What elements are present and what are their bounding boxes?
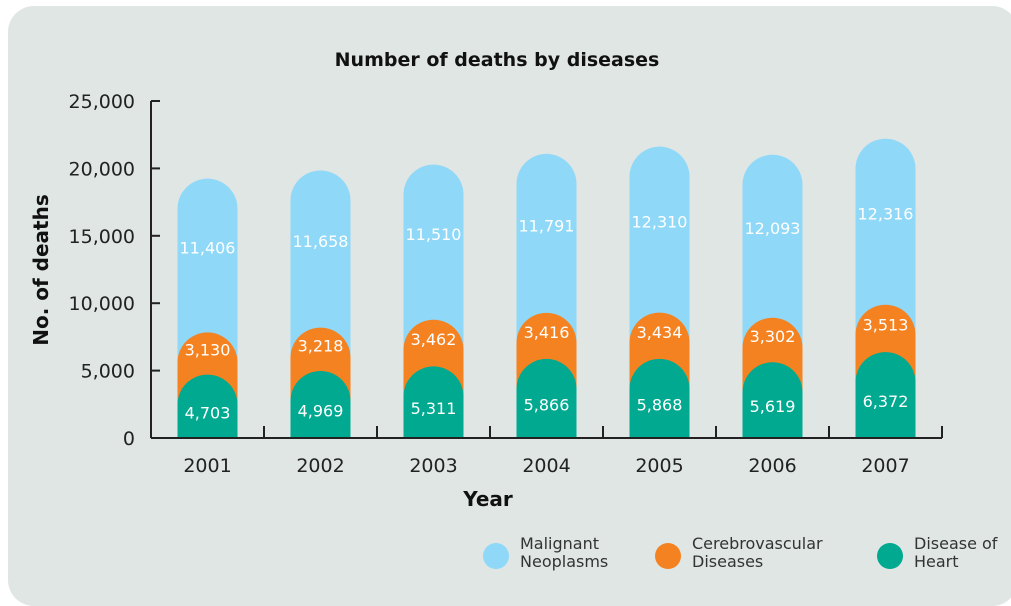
data-label: 5,619 [750,397,796,416]
deaths-by-disease-chart: Number of deaths by diseases No. of deat… [29,49,998,571]
x-axis-ticks: 2001 2002 2003 2004 2005 2006 2007 [183,426,910,477]
data-label: 5,868 [637,395,683,414]
chart-panel [8,6,1011,606]
legend-swatch [655,543,681,569]
data-label: 3,218 [298,336,344,355]
y-tick-label: 5,000 [81,361,135,383]
bars: 4,703 3,130 11,406 4,969 3,218 11,658 5,311 3,4… [177,138,916,439]
legend-label: Heart [914,552,959,571]
legend-label: Cerebrovascular [692,534,823,553]
bar-disease-of-heart-2005 [629,358,690,438]
data-label: 12,310 [632,213,688,232]
legend-label: Disease of [914,534,998,553]
bar-disease-of-heart-2004 [516,358,577,438]
data-label: 11,791 [519,216,575,235]
data-label: 5,311 [411,399,457,418]
legend-swatch [877,543,903,569]
y-tick-label: 15,000 [69,226,135,248]
x-tick-label: 2004 [522,455,570,477]
x-tick-label: 2006 [748,455,796,477]
data-label: 12,316 [858,205,914,224]
y-axis-label: No. of deaths [29,194,53,346]
legend-label: Neoplasms [520,552,608,571]
data-label: 11,510 [406,225,462,244]
data-label: 12,093 [745,219,801,238]
bar-disease-of-heart-2003 [403,366,464,438]
x-axis-label: Year [462,487,513,511]
data-label: 3,513 [863,315,909,334]
bar-disease-of-heart-2006 [742,362,803,438]
bar-disease-of-heart-2007 [855,352,916,438]
axes [150,101,943,439]
x-tick-label: 2002 [296,455,344,477]
y-tick-label: 10,000 [69,293,135,315]
data-label: 3,434 [637,323,683,342]
x-tick-label: 2001 [183,455,231,477]
legend-label: Diseases [692,552,763,571]
bar-disease-of-heart-2002 [290,371,351,438]
y-axis-ticks: 0 5,000 10,000 15,000 20,000 25,000 [69,91,160,450]
x-tick-label: 2007 [861,455,909,477]
data-label: 3,130 [185,341,231,360]
bar-disease-of-heart-2001 [177,374,238,438]
y-tick-label: 25,000 [69,91,135,113]
data-label: 11,658 [293,232,349,251]
y-tick-label: 20,000 [69,158,135,180]
x-tick-label: 2003 [409,455,457,477]
data-label: 3,462 [411,330,457,349]
data-label: 3,416 [524,323,570,342]
y-tick-label: 0 [123,428,135,450]
x-tick-label: 2005 [635,455,683,477]
legend-label: Malignant [520,534,599,553]
data-label: 4,969 [298,402,344,421]
legend-swatch [483,543,509,569]
legend: MalignantNeoplasmsCerebrovascularDisease… [483,534,998,571]
data-label: 3,302 [750,327,796,346]
data-label: 11,406 [180,239,236,258]
data-label: 5,866 [524,395,570,414]
data-label: 4,703 [185,403,231,422]
chart-title: Number of deaths by diseases [335,49,660,71]
data-label: 6,372 [863,392,909,411]
